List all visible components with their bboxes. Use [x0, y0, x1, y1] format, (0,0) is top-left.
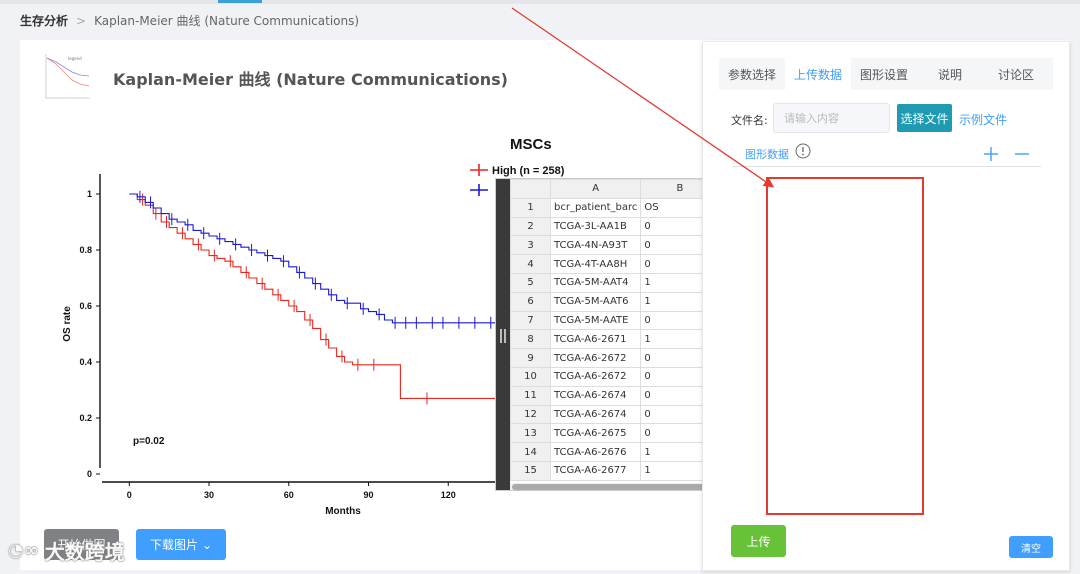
cell[interactable]: TCGA-A6-2676	[549, 442, 642, 462]
row-header[interactable]: 10	[510, 366, 551, 387]
file-name-label: 文件名:	[731, 114, 768, 127]
sample-file-link[interactable]: 示例文件	[959, 113, 1008, 127]
x-tick-label: 30	[204, 490, 214, 500]
row-header[interactable]: 1	[510, 197, 551, 218]
download-image-button[interactable]: 下载图片 ⌄	[136, 529, 226, 560]
cell[interactable]: TCGA-5M-AAT4	[549, 272, 642, 293]
cell[interactable]: TCGA-A6-2675	[549, 423, 642, 444]
cell[interactable]: TCGA-A6-2672	[549, 348, 642, 368]
y-axis-label: OS rate	[62, 306, 73, 342]
tab-graph-settings[interactable]: 图形设置	[859, 67, 908, 82]
row-header[interactable]: 4	[510, 254, 551, 274]
chart-thumbnail: legend	[42, 50, 92, 102]
tab-instructions[interactable]: 说明	[937, 67, 962, 82]
breadcrumb: 生存分析 > Kaplan-Meier 曲线 (Nature Communicati…	[20, 12, 359, 29]
svg-text:legend: legend	[68, 56, 82, 61]
breadcrumb-current: Kaplan-Meier 曲线 (Nature Communications)	[94, 14, 360, 28]
cell[interactable]: TCGA-A6-2674	[549, 404, 642, 425]
y-tick-label: 0.6	[79, 301, 92, 311]
tab-discussion[interactable]: 讨论区	[997, 67, 1034, 82]
breadcrumb-root[interactable]: 生存分析	[20, 14, 69, 28]
series-line-0	[129, 193, 515, 399]
row-header[interactable]: 8	[510, 329, 551, 350]
y-tick-label: 0	[87, 469, 92, 479]
breadcrumb-separator: >	[76, 14, 87, 28]
row-header[interactable]: 5	[510, 272, 551, 293]
cell[interactable]: bcr_patient_barc	[549, 197, 642, 218]
row-header[interactable]: 15	[510, 460, 551, 481]
row-header[interactable]: 3	[510, 235, 551, 256]
x-tick-label: 120	[441, 490, 456, 500]
file-name-input[interactable]: 请输入内容	[773, 103, 890, 133]
cell[interactable]: TCGA-3L-AA1B	[549, 216, 642, 237]
y-tick-label: 1	[87, 189, 92, 199]
row-header[interactable]: 14	[510, 442, 551, 462]
row-header[interactable]: 13	[510, 423, 551, 444]
column-header[interactable]: A	[549, 179, 642, 199]
start-plot-button[interactable]: 开始做图	[44, 529, 119, 560]
legend-label-0: High (n = 258)	[492, 165, 565, 177]
x-tick-label: 90	[364, 490, 374, 500]
top-bar	[0, 0, 1080, 4]
cell[interactable]: TCGA-5M-AAT6	[549, 291, 642, 312]
row-header[interactable]: 11	[510, 385, 551, 406]
watermark-logo-icon: ◔∞	[8, 540, 39, 561]
info-icon[interactable]	[795, 143, 811, 159]
page-title: Kaplan-Meier 曲线 (Nature Communications)	[113, 70, 508, 89]
graph-data-label: 图形数据	[745, 148, 789, 161]
y-tick-label: 0.2	[79, 413, 92, 423]
cell[interactable]: TCGA-5M-AATE	[549, 310, 642, 331]
x-axis-label: Months	[325, 506, 361, 517]
remove-row-icon[interactable]	[1014, 146, 1030, 162]
add-row-icon[interactable]	[983, 146, 999, 162]
row-header[interactable]: 2	[510, 216, 551, 237]
y-tick-label: 0.8	[79, 245, 92, 255]
active-nav-indicator	[218, 0, 262, 3]
tab-params[interactable]: 参数选择	[727, 67, 776, 82]
watermark: ◔∞ 大数跨境	[8, 536, 125, 565]
settings-panel: 参数选择 上传数据 图形设置 说明 讨论区 文件名: 请输入内容 选择文件 示例…	[702, 41, 1070, 571]
y-tick-label: 0.4	[79, 357, 92, 367]
divider	[733, 166, 1041, 167]
row-header[interactable]: 12	[510, 404, 551, 425]
watermark-text: 大数跨境	[44, 540, 125, 564]
cell[interactable]: TCGA-A6-2674	[549, 385, 642, 406]
p-value-annotation: p=0.02	[133, 436, 165, 447]
x-tick-label: 0	[127, 490, 132, 500]
row-header[interactable]: 9	[510, 348, 551, 368]
grid-corner[interactable]	[510, 179, 551, 199]
download-label: 下载图片	[149, 538, 198, 552]
clear-button[interactable]: 清空	[1009, 536, 1053, 558]
resize-handle[interactable]	[496, 179, 510, 490]
row-header[interactable]: 7	[510, 310, 551, 331]
choose-file-button[interactable]: 选择文件	[897, 104, 952, 132]
cell[interactable]: TCGA-4T-AA8H	[549, 254, 642, 274]
panel-tabs: 参数选择 上传数据 图形设置 说明 讨论区	[719, 58, 1053, 90]
cell[interactable]: OS	[640, 197, 720, 218]
series-line-1	[129, 193, 515, 324]
x-tick-label: 60	[284, 490, 294, 500]
cell[interactable]: TCGA-A6-2671	[549, 329, 642, 350]
row-header[interactable]: 6	[510, 291, 551, 312]
cell[interactable]: TCGA-A6-2672	[549, 366, 642, 387]
chevron-down-icon: ⌄	[201, 537, 213, 552]
tab-upload-data[interactable]: 上传数据	[785, 58, 851, 90]
grip-icon	[500, 329, 506, 343]
cell[interactable]: TCGA-4N-A93T	[549, 235, 642, 256]
chart-title: MSCs	[510, 136, 552, 153]
cell[interactable]: TCGA-A6-2677	[549, 460, 642, 481]
upload-button[interactable]: 上传	[731, 525, 786, 557]
